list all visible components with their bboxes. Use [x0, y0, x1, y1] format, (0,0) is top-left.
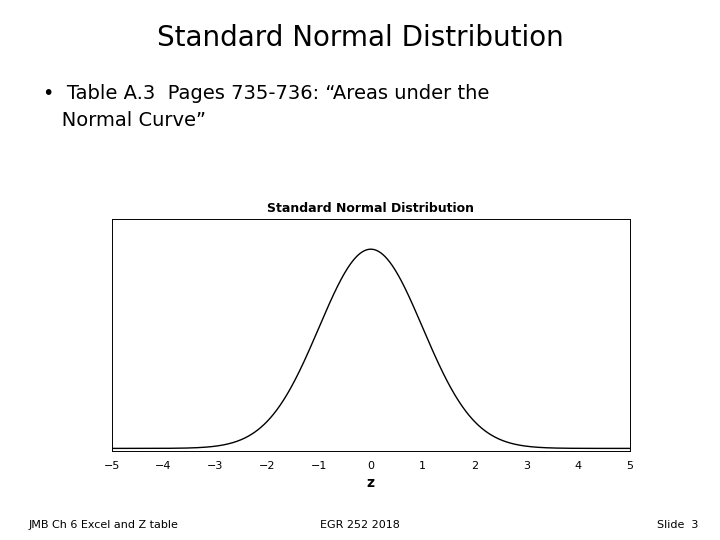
Text: •  Table A.3  Pages 735-736: “Areas under the: • Table A.3 Pages 735-736: “Areas under … — [43, 84, 490, 103]
Text: Normal Curve”: Normal Curve” — [43, 111, 206, 130]
Text: Standard Normal Distribution: Standard Normal Distribution — [157, 24, 563, 52]
X-axis label: z: z — [366, 476, 375, 490]
Text: JMB Ch 6 Excel and Z table: JMB Ch 6 Excel and Z table — [29, 520, 179, 530]
Text: Slide  3: Slide 3 — [657, 520, 698, 530]
Title: Standard Normal Distribution: Standard Normal Distribution — [267, 202, 474, 215]
Text: EGR 252 2018: EGR 252 2018 — [320, 520, 400, 530]
